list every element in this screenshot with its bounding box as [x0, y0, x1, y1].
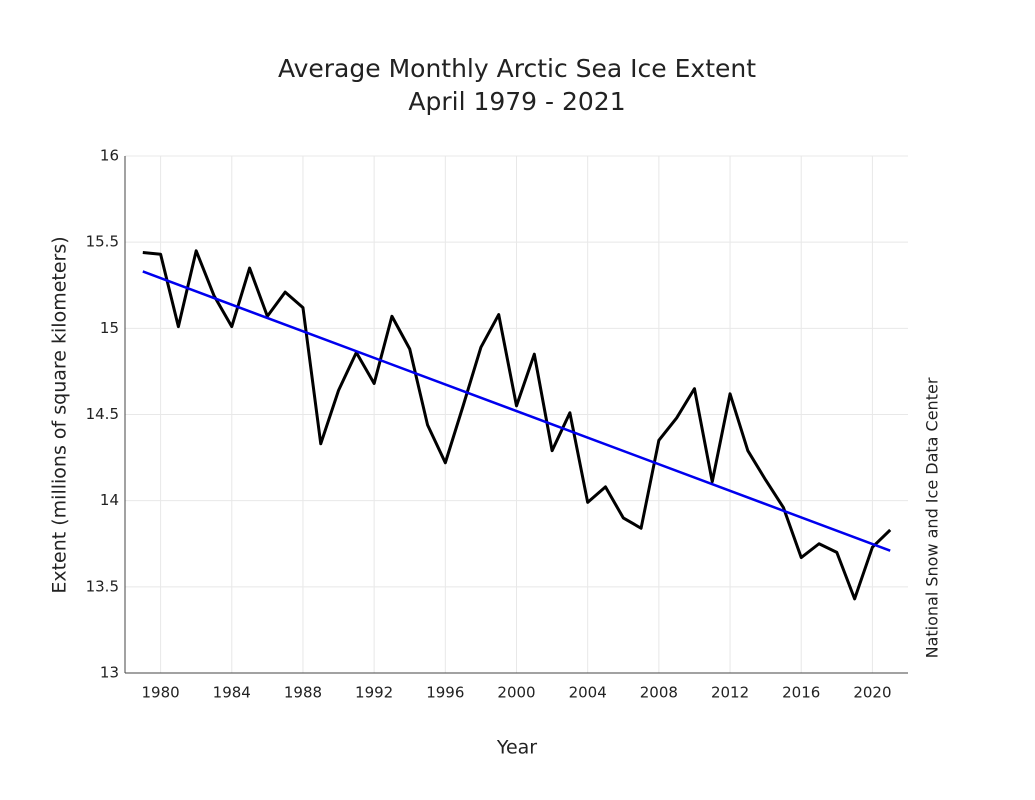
- y-tick-label: 14: [100, 491, 119, 509]
- x-tick-label: 2004: [569, 684, 607, 702]
- y-tick-label: 15.5: [86, 233, 119, 251]
- y-tick-label: 15: [100, 319, 119, 337]
- chart-subtitle: April 1979 - 2021: [408, 87, 625, 116]
- x-tick-label: 1980: [141, 684, 179, 702]
- x-tick-label: 2020: [853, 684, 891, 702]
- x-tick-label: 1988: [284, 684, 322, 702]
- x-axis-title: Year: [496, 737, 537, 759]
- x-tick-label: 1992: [355, 684, 393, 702]
- trend-line: [142, 270, 891, 552]
- x-tick-label: 1996: [426, 684, 464, 702]
- y-tick-label: 13: [100, 664, 119, 682]
- x-tick-label: 2008: [640, 684, 678, 702]
- chart-title: Average Monthly Arctic Sea Ice Extent: [278, 54, 756, 83]
- x-tick-label: 2016: [782, 684, 820, 702]
- y-axis-title: Extent (millions of square kilometers): [49, 236, 71, 593]
- data-line: [142, 249, 892, 601]
- x-tick-label: 1984: [213, 684, 251, 702]
- y-tick-label: 14.5: [86, 405, 119, 423]
- source-note: National Snow and Ice Data Center: [923, 377, 942, 658]
- x-tick-label: 2012: [711, 684, 749, 702]
- y-tick-label: 13.5: [86, 577, 119, 595]
- y-tick-label: 16: [100, 147, 119, 165]
- x-tick-label: 2000: [497, 684, 535, 702]
